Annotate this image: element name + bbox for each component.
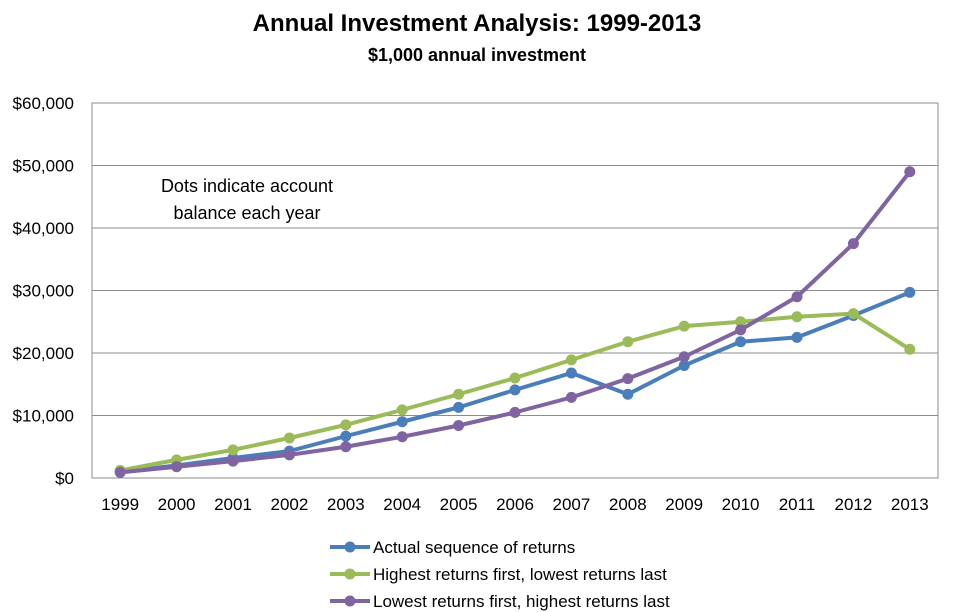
x-tick-label: 2012 — [834, 495, 872, 514]
data-point — [735, 324, 747, 336]
data-point — [622, 373, 634, 385]
data-point — [453, 420, 465, 431]
x-tick-label: 2010 — [722, 495, 760, 514]
legend-marker — [344, 595, 356, 607]
y-tick-label: $0 — [55, 469, 74, 488]
data-point — [509, 384, 521, 396]
data-point — [283, 449, 295, 461]
data-point — [396, 404, 408, 416]
legend-marker — [344, 568, 356, 580]
data-point — [171, 461, 183, 473]
series-layer — [114, 166, 916, 478]
data-point — [396, 416, 408, 428]
data-point — [509, 406, 521, 418]
x-tick-label: 2003 — [327, 495, 365, 514]
data-point — [509, 372, 521, 384]
data-point — [565, 354, 577, 366]
data-point — [340, 419, 352, 431]
data-point — [565, 391, 577, 403]
annotation-line-1: Dots indicate account — [161, 176, 333, 196]
chart-title: Annual Investment Analysis: 1999-2013 — [253, 10, 702, 37]
data-point — [791, 311, 803, 323]
x-tick-label: 2009 — [665, 495, 703, 514]
x-tick-label: 1999 — [101, 495, 139, 514]
data-point — [904, 343, 916, 355]
chart-subtitle: $1,000 annual investment — [368, 45, 586, 65]
data-point — [227, 444, 239, 456]
data-point — [622, 388, 634, 400]
data-point — [847, 308, 859, 320]
legend-marker — [344, 541, 356, 553]
x-tick-label: 2013 — [891, 495, 929, 514]
data-point — [565, 367, 577, 379]
y-tick-label: $10,000 — [13, 407, 74, 426]
x-tick-label: 2008 — [609, 495, 647, 514]
data-point — [791, 331, 803, 343]
x-tick-label: 2006 — [496, 495, 534, 514]
y-tick-label: $40,000 — [13, 219, 74, 238]
data-point — [453, 401, 465, 413]
y-tick-label: $60,000 — [13, 94, 74, 113]
data-point — [678, 320, 690, 332]
x-tick-label: 2005 — [440, 495, 478, 514]
x-tick-label: 2011 — [779, 495, 816, 514]
data-point — [340, 430, 352, 442]
data-point — [678, 360, 690, 371]
legend-label: Highest returns first, lowest returns la… — [373, 565, 667, 584]
data-point — [735, 336, 747, 348]
x-axis-ticks: 1999 2000 2001 2002 2003 2004 2005 2006 2007 2008… — [101, 495, 928, 514]
data-point — [678, 351, 690, 363]
data-point — [453, 388, 465, 400]
x-tick-label: 2004 — [383, 495, 421, 514]
y-axis-ticks: $0 $10,000 $20,000 $30,000 $40,000 $50,000 $60… — [13, 94, 74, 488]
gridlines — [92, 165, 938, 416]
y-tick-label: $50,000 — [13, 157, 74, 176]
data-point — [114, 466, 126, 478]
x-tick-label: 2001 — [214, 495, 252, 514]
data-point — [227, 455, 239, 467]
x-tick-label: 2000 — [158, 495, 196, 514]
legend-label: Lowest returns first, highest returns la… — [373, 592, 670, 611]
data-point — [904, 166, 916, 178]
x-tick-label: 2002 — [270, 495, 308, 514]
data-point — [791, 291, 803, 303]
x-tick-label: 2007 — [552, 495, 590, 514]
data-point — [735, 316, 747, 328]
series-3 — [114, 166, 916, 478]
data-point — [340, 441, 352, 453]
legend-label: Actual sequence of returns — [373, 538, 575, 557]
data-point — [847, 238, 859, 250]
legend: Actual sequence of returns Highest return… — [330, 538, 670, 611]
y-tick-label: $30,000 — [13, 282, 74, 301]
data-point — [904, 286, 916, 298]
y-tick-label: $20,000 — [13, 344, 74, 363]
annotation-line-2: balance each year — [173, 203, 320, 223]
data-point — [283, 432, 295, 444]
data-point — [396, 431, 408, 443]
data-point — [622, 336, 634, 348]
